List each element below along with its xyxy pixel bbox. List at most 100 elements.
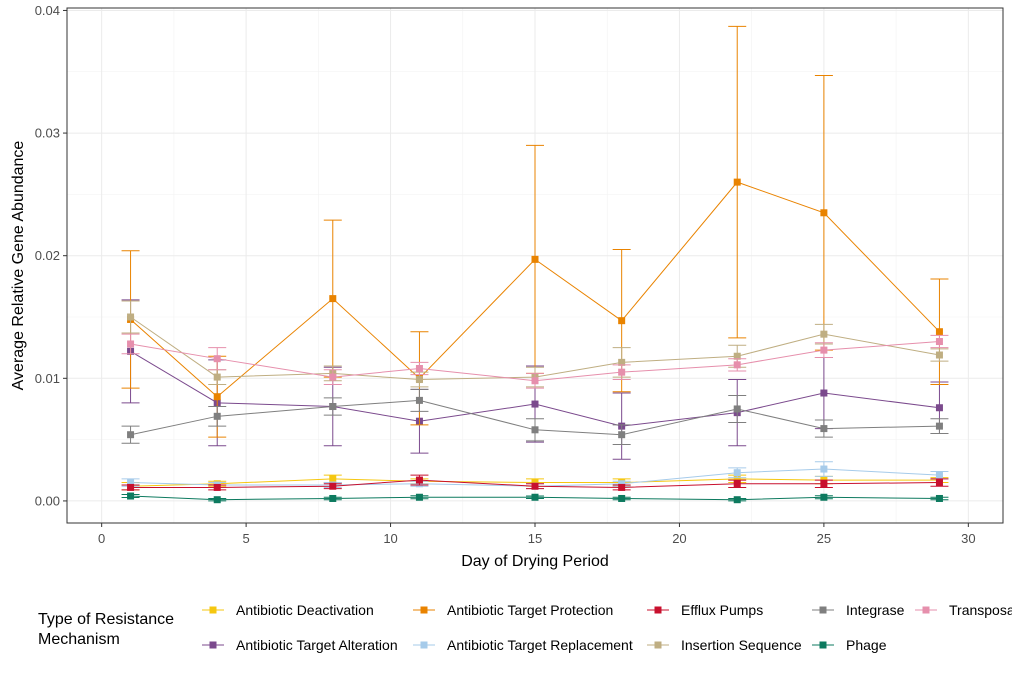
data-point: [127, 492, 135, 500]
data-point: [531, 493, 539, 501]
legend-item: Phage: [812, 637, 887, 653]
legend-key-marker: [209, 606, 217, 614]
data-point: [733, 405, 741, 413]
legend-key-marker: [922, 606, 930, 614]
data-point: [935, 471, 943, 479]
data-point: [329, 475, 337, 483]
x-tick-label: 30: [961, 531, 975, 546]
data-point: [733, 469, 741, 477]
x-tick-label: 0: [98, 531, 105, 546]
legend-title: Type of Resistance Mechanism: [38, 611, 174, 648]
legend-item: Antibiotic Target Alteration: [202, 637, 398, 653]
data-point: [935, 351, 943, 359]
data-point: [531, 426, 539, 434]
data-point: [618, 483, 626, 491]
legend-key-marker: [209, 641, 217, 649]
legend-item-label: Phage: [846, 637, 887, 653]
data-point: [733, 480, 741, 488]
legend-item-label: Antibiotic Target Replacement: [447, 637, 633, 653]
legend-key-marker: [420, 641, 428, 649]
data-point: [415, 376, 423, 384]
legend-title-line: Type of Resistance: [38, 611, 174, 628]
data-point: [935, 328, 943, 336]
series-transposase: [121, 333, 949, 389]
x-tick-label: 25: [817, 531, 831, 546]
legend-item: Transposase: [915, 602, 1012, 618]
data-point: [213, 483, 221, 491]
series-layer: [121, 25, 949, 504]
series-integrase: [121, 388, 949, 446]
legend-key-marker: [819, 606, 827, 614]
data-point: [213, 373, 221, 381]
data-point: [618, 368, 626, 376]
data-point: [618, 358, 626, 366]
data-point: [531, 377, 539, 385]
legend-item-label: Antibiotic Target Protection: [447, 602, 613, 618]
y-tick-label: 0.01: [35, 371, 60, 386]
x-tick-label: 20: [672, 531, 686, 546]
series-efflux-pumps: [121, 474, 949, 491]
legend-item-label: Efflux Pumps: [681, 602, 763, 618]
y-tick-label: 0.02: [35, 248, 60, 263]
data-point: [329, 482, 337, 490]
x-axis-title: Day of Drying Period: [461, 553, 609, 570]
data-point: [415, 396, 423, 404]
data-point: [329, 494, 337, 502]
legend-title-line: Mechanism: [38, 631, 120, 648]
legend-item: Integrase: [812, 602, 905, 618]
series-phage: [121, 492, 949, 504]
data-point: [531, 482, 539, 490]
data-point: [820, 209, 828, 217]
data-point: [531, 479, 539, 487]
data-point: [213, 412, 221, 420]
data-point: [935, 404, 943, 412]
y-axis-title: Average Relative Gene Abundance: [10, 141, 27, 391]
data-point: [127, 431, 135, 439]
data-point: [127, 479, 135, 487]
legend-key-marker: [420, 606, 428, 614]
legend-item-label: Integrase: [846, 602, 905, 618]
data-point: [531, 400, 539, 408]
data-point: [733, 475, 741, 483]
data-point: [127, 313, 135, 321]
data-point: [935, 422, 943, 430]
data-point: [820, 330, 828, 338]
data-point: [935, 338, 943, 346]
legend-key-marker: [654, 606, 662, 614]
x-tick-label: 15: [528, 531, 542, 546]
data-point: [213, 393, 221, 401]
data-point: [733, 352, 741, 360]
axes: 0 5 10 15 20 25 30 0.00 0.01 0.02 0.03 0.04: [35, 3, 976, 546]
data-point: [329, 403, 337, 411]
data-point: [733, 361, 741, 369]
data-point: [820, 465, 828, 473]
data-point: [935, 479, 943, 487]
legend-item-label: Transposase: [949, 602, 1012, 618]
data-point: [820, 389, 828, 397]
data-point: [329, 295, 337, 303]
y-tick-label: 0.03: [35, 126, 60, 141]
legend-item: Antibiotic Target Protection: [413, 602, 613, 618]
data-point: [618, 317, 626, 325]
legend-item: Insertion Sequence: [647, 637, 802, 653]
data-point: [733, 178, 741, 186]
legend-item: Antibiotic Target Replacement: [413, 637, 633, 653]
legend-key-marker: [819, 641, 827, 649]
y-tick-label: 0.04: [35, 3, 60, 18]
data-point: [820, 425, 828, 433]
x-tick-label: 10: [383, 531, 397, 546]
data-point: [618, 494, 626, 502]
data-point: [127, 483, 135, 491]
y-tick-label: 0.00: [35, 493, 60, 508]
data-point: [213, 355, 221, 363]
data-point: [733, 496, 741, 504]
data-point: [415, 493, 423, 501]
legend-item-label: Antibiotic Target Alteration: [236, 637, 398, 653]
legend-item: Efflux Pumps: [647, 602, 763, 618]
x-tick-label: 5: [242, 531, 249, 546]
legend: Type of Resistance Mechanism Antibiotic D…: [38, 602, 1012, 653]
data-point: [415, 476, 423, 484]
data-point: [820, 493, 828, 501]
data-point: [329, 373, 337, 381]
